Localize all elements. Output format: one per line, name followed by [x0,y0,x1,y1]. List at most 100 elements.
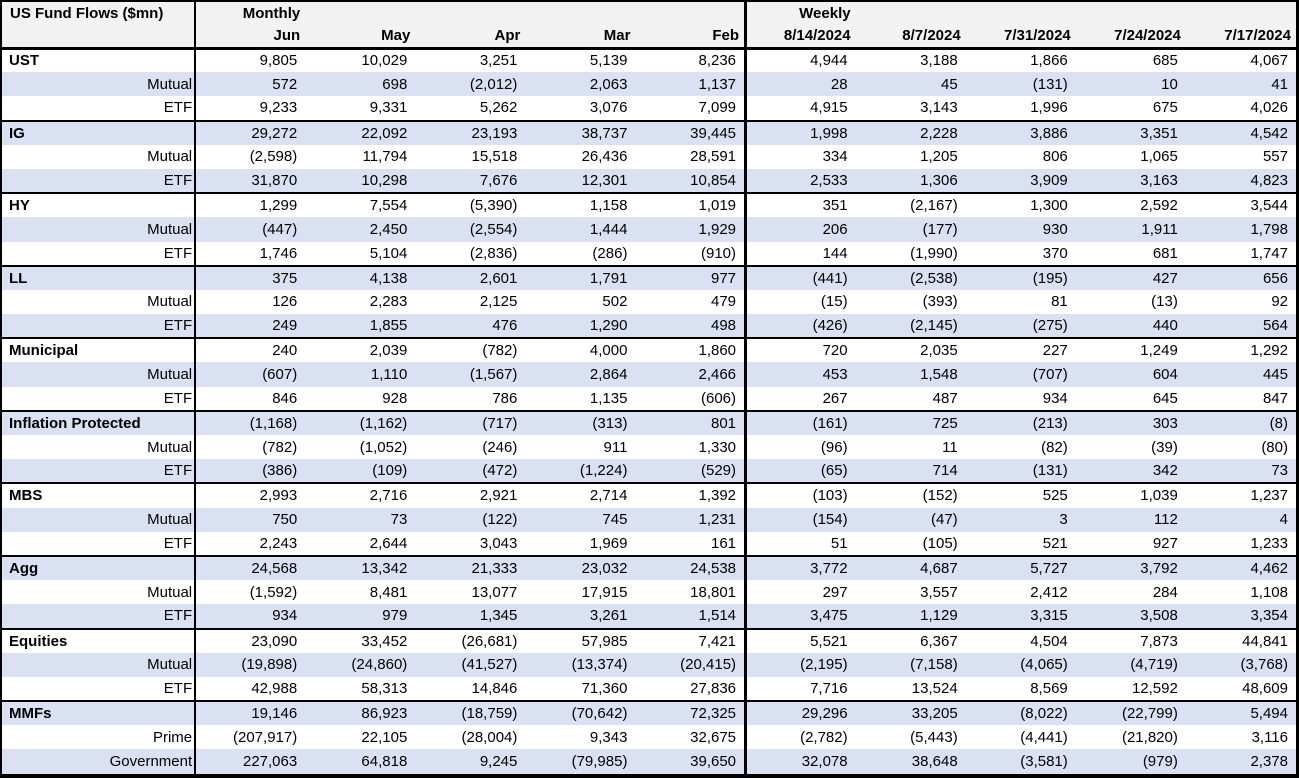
value-cell: (13) [1151,293,1178,311]
value-cell: (4,065) [965,652,1076,677]
value-cell: 3,188 [855,46,966,73]
value-cell: 3,544 [1185,192,1296,218]
value-cell: 7,716 [810,679,848,697]
value-cell: (15) [820,293,848,311]
value-cell: (782) [262,438,298,456]
value-cell: 7,099 [635,96,748,121]
value-cell: (20,415) [635,652,748,677]
value-cell: 22,092 [305,119,416,145]
value-cell: 9,331 [369,99,408,117]
value-cell: 24,568 [195,554,306,581]
value-cell: 502 [602,293,628,311]
value-cell: 2,644 [369,534,408,552]
row-sub-label: Mutual [2,289,197,315]
value-cell: 2,063 [525,72,636,97]
row-sub-label: ETF [2,241,197,266]
value-cell: 18,801 [635,580,748,605]
value-cell: (19,898) [195,652,306,677]
value-cell: 240 [195,337,306,363]
value-cell: 8,236 [635,46,748,73]
row-sub-label: Mutual [2,72,197,97]
table-row: Mutual (2,598) 11,794 15,518 26,436 28,591 334… [2,144,1296,169]
value-cell: 57,985 [525,627,636,653]
column-header-monthly-1: May [305,24,416,50]
row-category-label: Agg [2,554,197,581]
value-cell: 126 [272,293,298,311]
value-cell: 9,805 [195,46,306,73]
value-cell: (18,759) [415,700,526,726]
value-cell: 1,233 [1250,534,1288,552]
value-cell: 24,538 [635,554,748,581]
value-cell: 4,462 [1185,554,1296,581]
value-cell: 32,675 [635,725,748,750]
value-cell: 1,065 [1140,148,1178,166]
value-cell: 745 [525,507,636,532]
value-cell: 32,078 [745,749,856,774]
value-cell: 725 [855,409,966,435]
value-cell: 71,360 [581,679,628,697]
value-cell: 4,542 [1185,119,1296,145]
value-cell: 4,026 [1250,99,1288,117]
value-cell: 1,969 [589,534,628,552]
value-cell: 1,392 [635,482,748,508]
value-cell: (782) [415,337,526,363]
value-cell: 39,650 [635,749,748,774]
value-cell: (910) [635,241,748,266]
value-cell: 351 [745,192,856,218]
value-cell: 9,233 [259,99,298,117]
value-cell: 3,043 [479,534,518,552]
value-cell: 1,292 [1185,337,1296,363]
value-cell: 476 [415,314,526,339]
value-cell: (96) [820,438,848,456]
header-spacer [965,2,1076,24]
value-cell: 17,915 [581,583,628,601]
table-row: Mutual (19,898) (24,860) (41,527) (13,374) (2… [2,652,1296,677]
row-sub-label: Government [2,749,197,774]
value-cell: 934 [195,604,306,629]
value-cell: 38,648 [855,749,966,774]
value-cell: (82) [1041,438,1068,456]
value-cell: 28 [745,72,856,97]
value-cell: 23,090 [195,627,306,653]
table-row: Agg 24,568 13,342 21,333 23,032 24,538 3,772 4,… [2,554,1296,581]
value-cell: (472) [415,459,526,484]
value-cell: 12,592 [1131,679,1178,697]
value-cell: (2,782) [800,728,848,746]
row-category-label: HY [2,192,197,218]
row-sub-label: ETF [2,314,197,339]
value-cell: 1,791 [525,264,636,290]
value-cell: (275) [965,314,1076,339]
header-spacer [1185,2,1296,24]
value-cell: 27,836 [635,676,748,702]
value-cell: 1,019 [635,192,748,218]
value-cell: 934 [1042,389,1068,407]
table-row: Mutual 572 698 (2,012) 2,063 1,137 28 45 (131) 10… [2,72,1296,97]
value-cell: 2,864 [525,362,636,387]
table-row: MMFs 19,146 86,923 (18,759) (70,642) 72,325 29… [2,700,1296,726]
value-cell: 10 [1075,72,1186,97]
row-sub-label: Mutual [2,362,197,387]
value-cell: 440 [1075,314,1186,339]
value-cell: (80) [1261,438,1288,456]
column-header-weekly-1: 8/7/2024 [855,24,966,50]
value-cell: 10,029 [305,46,416,73]
value-cell: 4,687 [855,554,966,581]
row-sub-label: Prime [2,725,197,750]
value-cell: 45 [855,72,966,97]
value-cell: (22,799) [1075,700,1186,726]
value-cell: 21,333 [415,554,526,581]
value-cell: (105) [922,534,958,552]
value-cell: 2,716 [305,482,416,508]
value-cell: 3,251 [415,46,526,73]
value-cell: 13,524 [911,679,958,697]
value-cell: 4,000 [525,337,636,363]
value-cell: 11,794 [362,148,408,166]
table-title: US Fund Flows ($mn) [2,2,197,50]
value-cell: 714 [855,459,966,484]
value-cell: 3,143 [920,99,958,117]
value-cell: (441) [745,264,856,290]
section-header-monthly: Monthly [195,2,306,24]
value-cell: 3,116 [1251,728,1288,746]
value-cell: 2,533 [745,168,856,194]
value-cell: 2,125 [479,293,518,311]
